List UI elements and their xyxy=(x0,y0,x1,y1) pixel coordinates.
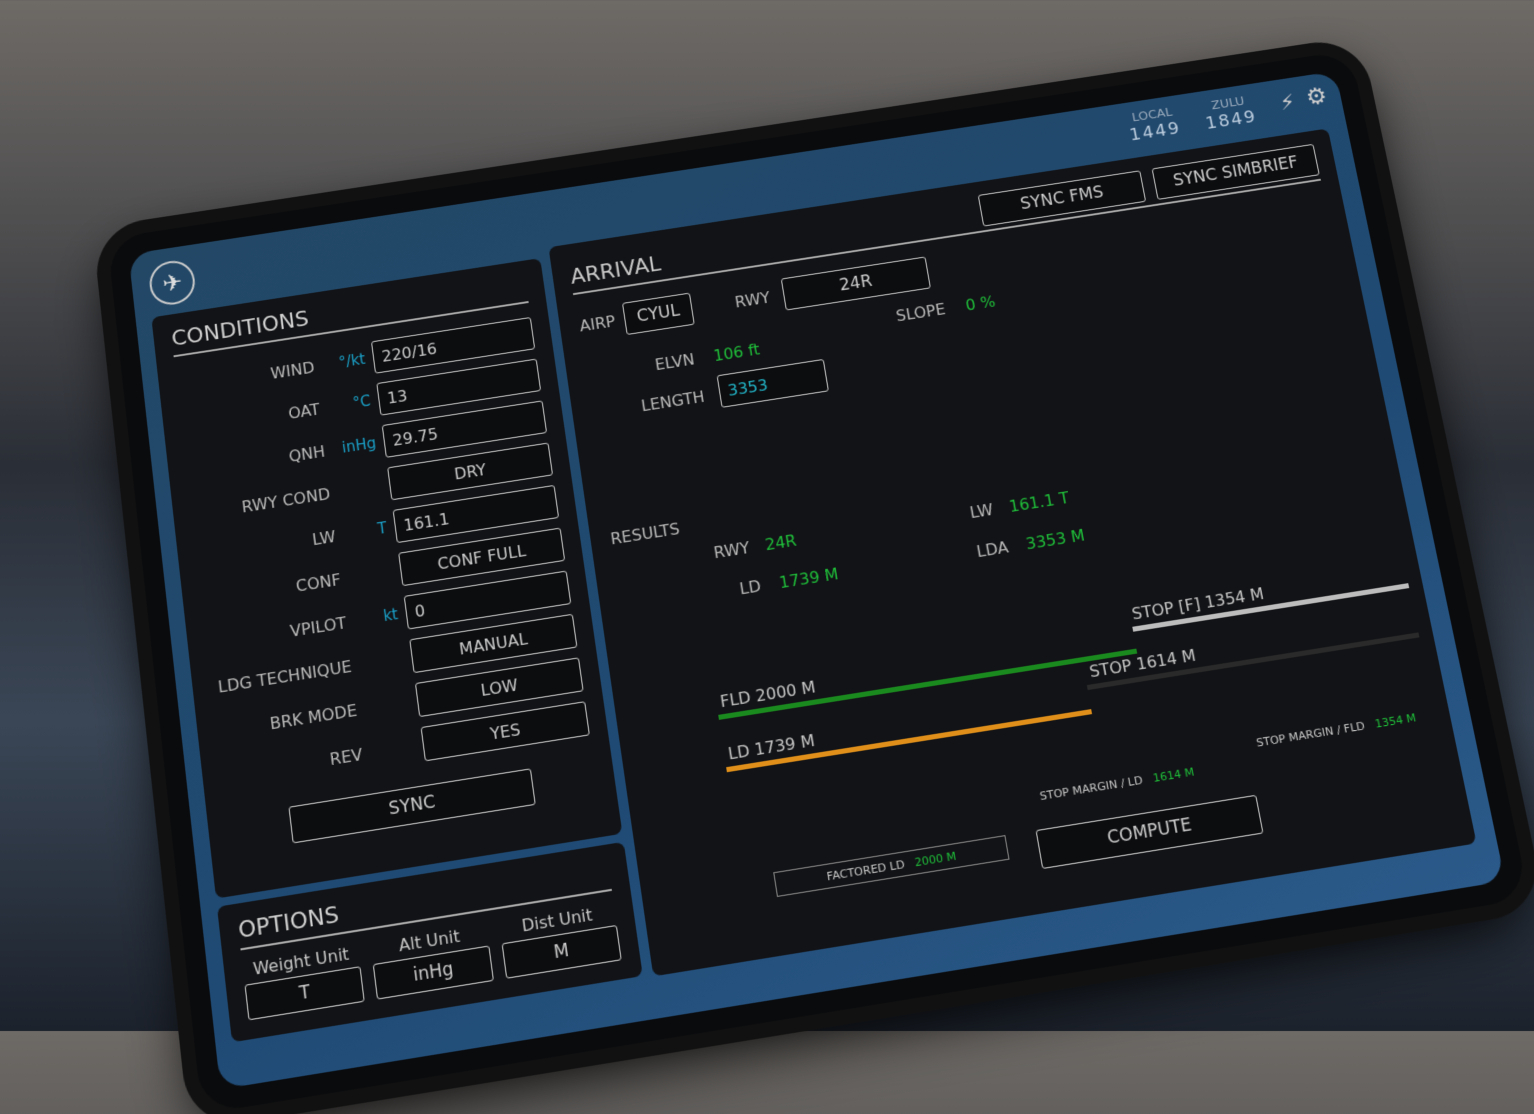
elvn-label: ELVN xyxy=(653,349,696,375)
rwy-label: RWY xyxy=(733,288,772,312)
plug-icon[interactable]: ⚡ xyxy=(1277,90,1298,116)
slope-label: SLOPE xyxy=(894,299,947,326)
res-lda-value: 3353 M xyxy=(1024,525,1087,554)
condition-unit xyxy=(340,484,389,492)
res-rwy-label: RWY xyxy=(712,538,751,563)
res-ld-value: 1739 M xyxy=(777,564,840,593)
margin-ld-value: 1614 M xyxy=(1151,765,1196,785)
condition-unit: inHg xyxy=(340,434,378,457)
option-alt-unit: Alt Unit inHg xyxy=(370,922,494,1000)
condition-unit xyxy=(351,570,401,578)
condition-unit: kt xyxy=(382,605,400,626)
zulu-time: ZULU 1849 xyxy=(1203,94,1259,134)
condition-unit xyxy=(367,700,417,708)
res-lda-label: LDA xyxy=(975,537,1010,562)
res-lw-value: 161.1 T xyxy=(1007,488,1071,516)
condition-unit xyxy=(372,744,422,752)
condition-unit: °/kt xyxy=(337,350,367,372)
rwy-field[interactable]: 24R xyxy=(780,256,931,311)
factored-ld-box: FACTORED LD 2000 M xyxy=(773,835,1010,898)
tablet: ✈ LOCAL 1449 ZULU 1849 ⚡ ⚙ CONDITIONS WI… xyxy=(107,50,1530,1114)
factored-ld-value: 2000 M xyxy=(913,848,958,869)
airp-field[interactable]: CYUL xyxy=(621,292,695,336)
results-title: RESULTS xyxy=(609,519,681,549)
gear-icon[interactable]: ⚙ xyxy=(1303,82,1330,111)
length-field[interactable]: 3353 xyxy=(716,358,829,408)
airp-label: AIRP xyxy=(578,311,617,336)
condition-label: REV xyxy=(328,744,364,769)
condition-unit: °C xyxy=(351,392,372,412)
margin-ld-label: STOP MARGIN / LD xyxy=(1038,773,1144,804)
slope-value: 0 % xyxy=(964,292,997,315)
compute-button[interactable]: COMPUTE xyxy=(1035,794,1264,870)
efb-screen: ✈ LOCAL 1449 ZULU 1849 ⚡ ⚙ CONDITIONS WI… xyxy=(128,71,1506,1090)
airplane-icon[interactable]: ✈ xyxy=(147,257,198,308)
condition-unit xyxy=(361,656,411,664)
elvn-value: 106 ft xyxy=(712,339,761,366)
sync-simbrief-button[interactable]: SYNC SIMBRIEF xyxy=(1151,143,1320,200)
res-lw-label: LW xyxy=(968,500,995,523)
arrival-panel: ARRIVAL SYNC FMS SYNC SIMBRIEF AIRP CYUL… xyxy=(548,128,1477,977)
sync-fms-button[interactable]: SYNC FMS xyxy=(977,170,1147,227)
condition-unit: T xyxy=(376,519,388,538)
length-label: LENGTH xyxy=(639,387,706,416)
local-time: LOCAL 1449 xyxy=(1127,105,1183,146)
res-ld-label: LD xyxy=(738,576,763,599)
factored-ld-label: FACTORED LD xyxy=(825,857,906,884)
option-weight-unit: Weight Unit T xyxy=(242,942,366,1021)
option-dist-unit: Dist Unit M xyxy=(498,901,622,979)
conditions-panel: CONDITIONS WIND °/kt 220/16 OAT °C 13 QNH inHg 2… xyxy=(151,258,623,899)
res-rwy-value: 24R xyxy=(763,530,798,555)
